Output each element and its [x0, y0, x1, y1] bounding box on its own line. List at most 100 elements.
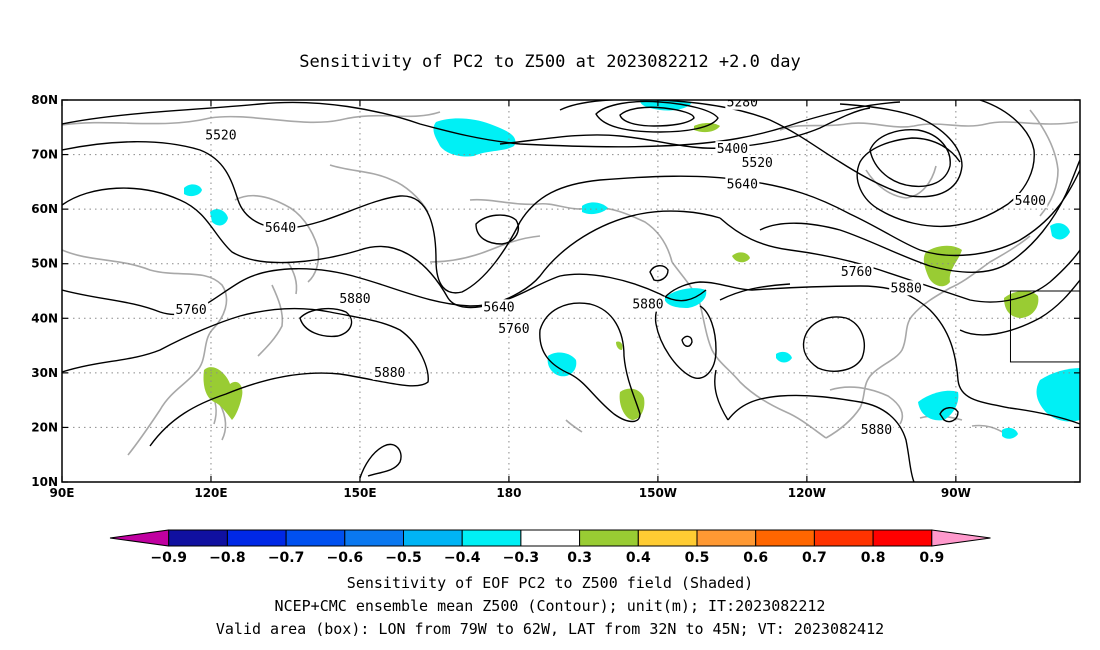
lon-tick-label: 150W: [639, 486, 677, 500]
contour-label-bg: [203, 127, 238, 143]
colorbar-end-left: [109, 529, 170, 547]
z500-contours: [62, 100, 1080, 482]
contour-5880-south: [727, 394, 915, 482]
contour-label-bg: [372, 364, 407, 380]
colorbar-swatch: [755, 529, 815, 547]
colorbar-label: 0.5: [685, 550, 710, 566]
colorbar-swatch: [637, 529, 698, 547]
contour-label: 5760: [1079, 317, 1100, 332]
colorbar-label: 0.4: [626, 550, 651, 566]
colorbar: −0.9 −0.8 −0.7 −0.6 −0.5 −0.4 −0.3 0.3 0.4 0.5 0.6…: [109, 529, 991, 566]
contour-label: 5640: [727, 178, 758, 193]
contour-label-bg: [1083, 226, 1100, 241]
contour-label: 5880: [339, 292, 370, 307]
contour-5520-east-low: [856, 100, 1035, 228]
coastline-hawaii: [565, 419, 583, 433]
coastline-asia-east: [62, 249, 228, 456]
contour-label-bg: [1077, 315, 1080, 331]
contour-label-bg: [725, 176, 760, 192]
colorbar-swatch: [520, 529, 581, 547]
colorbar-label: 0.7: [802, 550, 827, 566]
contour-5760-west: [62, 187, 721, 309]
coastline-greenland: [1029, 109, 1059, 217]
colorbar-label: 0.8: [861, 550, 886, 566]
shade-green-arctic: [694, 123, 720, 133]
contour-5880-low-pacific: [359, 443, 402, 479]
shade-cyan-lesser-antilles: [1002, 427, 1018, 439]
contour-high-alaska-loop: [649, 265, 669, 282]
shade-cyan-caribbean: [918, 390, 959, 421]
shade-green-atlantic: [1004, 290, 1039, 318]
colorbar-swatch: [226, 529, 287, 547]
contour-label-bg: [1013, 192, 1048, 208]
lat-tick-label: 70N: [31, 148, 58, 162]
colorbar-swatch: [579, 529, 639, 547]
contour-5880-north-pacific-ridge: [719, 283, 791, 301]
contour-5880-west: [62, 268, 707, 316]
contour-5280-outer: [595, 100, 719, 133]
contour-label: 5880: [374, 366, 405, 381]
caption-line-3: Valid area (box): LON from 79W to 62W, L…: [216, 620, 884, 638]
caption-line-2: NCEP+CMC ensemble mean Z500 (Contour); u…: [275, 597, 826, 615]
coastline-kamchatka-okhotsk: [234, 164, 429, 283]
contour-label: 5760: [498, 322, 529, 337]
lon-tick-label: 180: [496, 486, 521, 500]
contour-label: 5760: [841, 265, 872, 280]
shade-cyan-mexico: [776, 351, 792, 363]
map-panel: 5520 5640 5760 5880 5880 5640 5760 5880 5280 5400…: [31, 93, 1100, 500]
contour-label-bg: [839, 263, 874, 279]
lon-tick-label: 90E: [50, 486, 75, 500]
lon-tick-label: 90W: [941, 486, 971, 500]
lat-tick-label: 10N: [31, 475, 58, 489]
shade-cyan-labrador: [1050, 223, 1070, 240]
contour-label-bg: [740, 154, 775, 170]
contour-label-bg: [174, 302, 209, 318]
contour-label: 5400: [717, 142, 748, 157]
contour-label: 5520: [1084, 227, 1100, 242]
contour-5880-subtropic: [62, 307, 429, 447]
contour-label-bg: [725, 100, 760, 110]
contour-5640-east: [759, 159, 1080, 273]
contour-label: 5640: [483, 300, 514, 315]
contour-label: 5640: [265, 221, 296, 236]
contour-5880-southwest-loop: [655, 305, 729, 421]
contour-label: 5520: [205, 128, 236, 143]
contour-label: 5880: [861, 423, 892, 438]
shade-green-western-canada: [732, 252, 750, 263]
coastline-japan: [257, 261, 298, 357]
contour-label-bg: [337, 291, 372, 307]
colorbar-swatch: [872, 529, 933, 547]
lon-tick-label: 120W: [788, 486, 826, 500]
lat-tick-label: 20N: [31, 420, 58, 434]
shade-cyan-central-pacific: [547, 352, 577, 377]
contour-high-us-loop: [802, 316, 865, 372]
contour-5400-east-low: [869, 129, 951, 188]
contour-high-pacific-loop: [299, 307, 353, 338]
shade-green-subtropic-pacific: [619, 388, 645, 420]
lon-tick-label: 150E: [343, 486, 376, 500]
contour-label: 5880: [891, 281, 922, 296]
colorbar-swatch: [285, 529, 346, 547]
contour-high-siberia-loop: [475, 214, 520, 245]
colorbar-label: 0.9: [919, 550, 944, 566]
lat-lon-grid: [62, 100, 1080, 482]
contour-label-bg: [1083, 278, 1100, 293]
shade-green-small-pacific: [616, 341, 623, 350]
colorbar-label: −0.9: [150, 550, 187, 566]
lon-tick-label: 120E: [194, 486, 227, 500]
shade-cyan-siberia-west: [184, 184, 202, 197]
shade-cyan-atlantic-east: [1036, 368, 1080, 422]
coastline-north-america-east: [825, 235, 1031, 439]
caption-line-1: Sensitivity of EOF PC2 to Z500 field (Sh…: [347, 574, 753, 592]
contour-5640-north: [62, 141, 1080, 294]
colorbar-label: −0.7: [268, 550, 305, 566]
valid-area-box: [1009, 290, 1080, 363]
lat-tick-label: 30N: [31, 366, 58, 380]
contour-5880-central-pacific: [539, 302, 641, 423]
colorbar-label: 0.3: [567, 550, 592, 566]
coastline-aleutians: [429, 235, 541, 263]
shade-cyan-siberia-south: [210, 209, 228, 226]
contour-label-bg: [859, 422, 894, 438]
map-title: Sensitivity of PC2 to Z500 at 2023082212…: [299, 52, 801, 72]
